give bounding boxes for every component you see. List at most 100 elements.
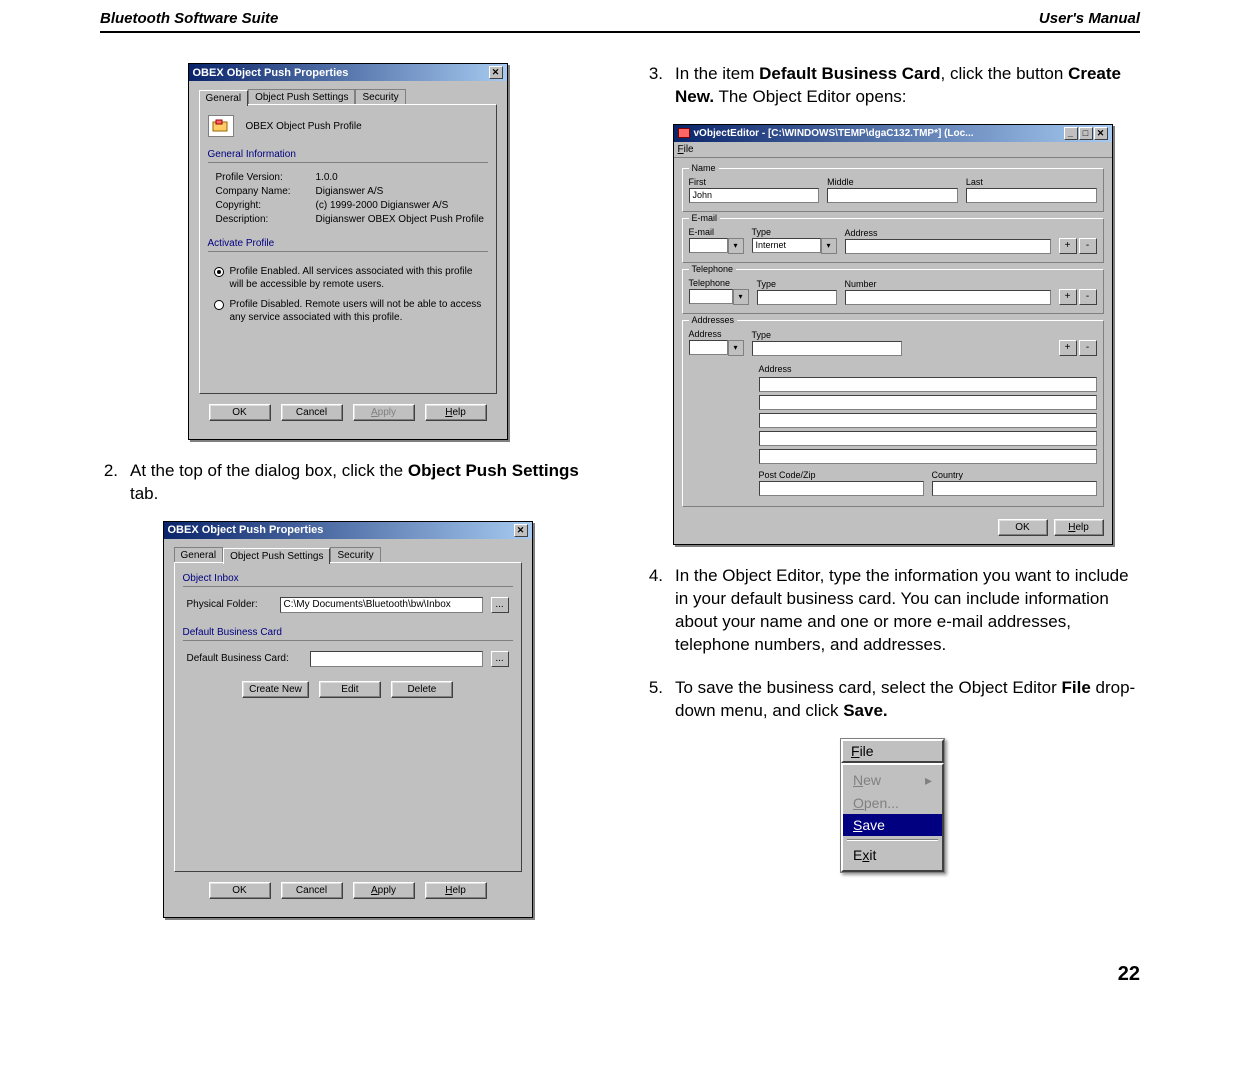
label-description: Description: xyxy=(216,214,316,225)
menu-item-open[interactable]: Open... xyxy=(843,792,942,814)
tab-general[interactable]: General xyxy=(199,90,249,106)
addr-add-button[interactable]: + xyxy=(1059,340,1077,356)
group-name: Name FirstJohn Middle Last xyxy=(682,168,1104,212)
close-icon[interactable]: ✕ xyxy=(1094,127,1108,140)
address-line-2[interactable] xyxy=(759,395,1097,410)
label-address: Address xyxy=(845,228,1051,238)
physical-folder-input[interactable]: C:\My Documents\Bluetooth\bw\Inbox xyxy=(280,597,483,613)
group-telephone: Telephone Telephone ▾ Type Number + - xyxy=(682,269,1104,314)
postcode-input[interactable] xyxy=(759,481,924,496)
tel-remove-button[interactable]: - xyxy=(1079,289,1097,305)
chevron-down-icon[interactable]: ▾ xyxy=(733,289,749,305)
tab-security[interactable]: Security xyxy=(355,89,405,105)
step4-text: In the Object Editor, type the informati… xyxy=(675,565,1140,657)
tel-add-button[interactable]: + xyxy=(1059,289,1077,305)
minimize-icon[interactable]: _ xyxy=(1064,127,1078,140)
email-add-button[interactable]: + xyxy=(1059,238,1077,254)
address-line-4[interactable] xyxy=(759,431,1097,446)
type-select[interactable]: Internet xyxy=(752,238,821,253)
dialog2-title: OBEX Object Push Properties xyxy=(168,524,324,536)
section-general-info: General Information xyxy=(208,149,488,160)
label-addr: Address xyxy=(689,329,744,339)
ok-button[interactable]: OK xyxy=(209,882,271,899)
delete-button[interactable]: Delete xyxy=(391,681,453,698)
address-line-3[interactable] xyxy=(759,413,1097,428)
tab-security[interactable]: Security xyxy=(330,547,380,563)
addr-remove-button[interactable]: - xyxy=(1079,340,1097,356)
label-last: Last xyxy=(966,177,1097,187)
browse-card-button[interactable]: ... xyxy=(491,651,509,667)
apply-button[interactable]: Apply xyxy=(353,404,415,421)
email-remove-button[interactable]: - xyxy=(1079,238,1097,254)
value-version: 1.0.0 xyxy=(316,172,338,183)
cancel-button[interactable]: Cancel xyxy=(281,882,343,899)
menu-item-save[interactable]: Save xyxy=(843,814,942,836)
tab-general[interactable]: General xyxy=(174,547,224,563)
radio-enabled-label: Profile Enabled. All services associated… xyxy=(230,266,482,291)
vobject-editor-dialog: vObjectEditor - [C:\WINDOWS\TEMP\dgaC132… xyxy=(673,124,1113,545)
country-input[interactable] xyxy=(932,481,1097,496)
close-icon[interactable]: ✕ xyxy=(514,524,528,537)
label-company: Company Name: xyxy=(216,186,316,197)
apply-button[interactable]: Apply xyxy=(353,882,415,899)
label-physical-folder: Physical Folder: xyxy=(187,599,272,610)
vedit-ok-button[interactable]: OK xyxy=(998,519,1048,536)
step5-text: To save the business card, select the Ob… xyxy=(675,677,1140,723)
first-input[interactable]: John xyxy=(689,188,820,203)
chevron-down-icon[interactable]: ▾ xyxy=(728,238,744,254)
vedit-help-button[interactable]: Help xyxy=(1054,519,1104,536)
dialog1-titlebar: OBEX Object Push Properties ✕ xyxy=(189,64,507,81)
addr-select[interactable] xyxy=(689,340,728,355)
menu-file[interactable]: File xyxy=(678,144,694,155)
tel-number-input[interactable] xyxy=(845,290,1051,305)
help-button[interactable]: Help xyxy=(425,882,487,899)
menu-item-exit[interactable]: Exit xyxy=(843,844,942,866)
address-line-5[interactable] xyxy=(759,449,1097,464)
value-copyright: (c) 1999-2000 Digianswer A/S xyxy=(316,200,449,211)
section-object-inbox: Object Inbox xyxy=(183,573,513,584)
group-addresses: Addresses Address ▾ Type + - xyxy=(682,320,1104,507)
vedit-menubar: File xyxy=(674,142,1112,158)
label-middle: Middle xyxy=(827,177,958,187)
header-rule xyxy=(100,31,1140,33)
obex-properties-general-dialog: OBEX Object Push Properties ✕ General Ob… xyxy=(188,63,508,440)
last-input[interactable] xyxy=(966,188,1097,203)
submenu-arrow-icon: ▸ xyxy=(925,772,932,789)
email-address-input[interactable] xyxy=(845,239,1051,254)
chevron-down-icon[interactable]: ▾ xyxy=(728,340,744,356)
middle-input[interactable] xyxy=(827,188,958,203)
default-card-input[interactable] xyxy=(310,651,483,667)
address-lines xyxy=(759,377,1097,464)
label-default-card: Default Business Card: xyxy=(187,653,302,664)
step3-number: 3. xyxy=(645,63,675,109)
address-line-1[interactable] xyxy=(759,377,1097,392)
label-telephone: Telephone xyxy=(689,278,749,288)
dialog1-title: OBEX Object Push Properties xyxy=(193,67,349,79)
menu-file-title[interactable]: File xyxy=(841,739,944,763)
label-tel-type: Type xyxy=(757,279,837,289)
radio-profile-enabled[interactable] xyxy=(214,267,224,277)
tab-object-push-settings[interactable]: Object Push Settings xyxy=(223,548,330,564)
close-icon[interactable]: ✕ xyxy=(489,66,503,79)
header-right: User's Manual xyxy=(1039,10,1140,27)
menu-item-new[interactable]: New▸ xyxy=(843,769,942,792)
dialog2-titlebar: OBEX Object Push Properties ✕ xyxy=(164,522,532,539)
chevron-down-icon[interactable]: ▾ xyxy=(821,238,837,254)
tel-select[interactable] xyxy=(689,289,733,304)
label-country: Country xyxy=(932,470,1097,480)
create-new-button[interactable]: Create New xyxy=(242,681,309,698)
addr-type-input[interactable] xyxy=(752,341,902,356)
section-default-card: Default Business Card xyxy=(183,627,513,638)
cancel-button[interactable]: Cancel xyxy=(281,404,343,421)
tel-type-input[interactable] xyxy=(757,290,837,305)
value-company: Digianswer A/S xyxy=(316,186,384,197)
browse-folder-button[interactable]: ... xyxy=(491,597,509,613)
maximize-icon[interactable]: □ xyxy=(1079,127,1093,140)
ok-button[interactable]: OK xyxy=(209,404,271,421)
edit-button[interactable]: Edit xyxy=(319,681,381,698)
header-left: Bluetooth Software Suite xyxy=(100,10,278,27)
radio-profile-disabled[interactable] xyxy=(214,300,224,310)
tab-object-push-settings[interactable]: Object Push Settings xyxy=(248,89,355,105)
email-select[interactable] xyxy=(689,238,728,253)
help-button[interactable]: Help xyxy=(425,404,487,421)
